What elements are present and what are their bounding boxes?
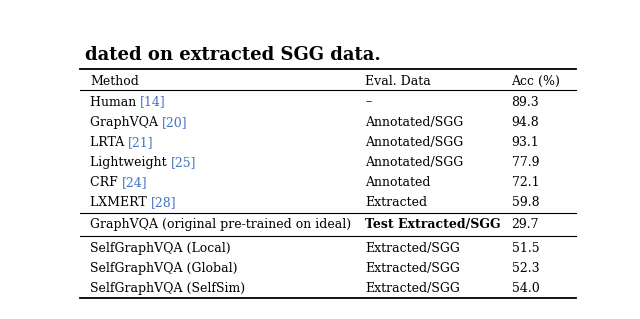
Text: Extracted/SGG: Extracted/SGG (365, 241, 460, 255)
Text: Extracted/SGG: Extracted/SGG (365, 262, 460, 275)
Text: Acc (%): Acc (%) (511, 75, 561, 88)
Text: 59.8: 59.8 (511, 196, 539, 209)
Text: 77.9: 77.9 (511, 156, 539, 169)
Text: 93.1: 93.1 (511, 136, 540, 149)
Text: [14]: [14] (140, 95, 166, 108)
Text: Annotated/SGG: Annotated/SGG (365, 136, 463, 149)
Text: Annotated/SGG: Annotated/SGG (365, 116, 463, 129)
Text: GraphVQA: GraphVQA (90, 116, 162, 129)
Text: Annotated/SGG: Annotated/SGG (365, 156, 463, 169)
Text: [28]: [28] (150, 196, 176, 209)
Text: SelfGraphVQA (Local): SelfGraphVQA (Local) (90, 241, 230, 255)
Text: SelfGraphVQA (Global): SelfGraphVQA (Global) (90, 262, 237, 275)
Text: 72.1: 72.1 (511, 176, 539, 189)
Text: Test Extracted/SGG: Test Extracted/SGG (365, 219, 501, 231)
Text: SelfGraphVQA (SelfSim): SelfGraphVQA (SelfSim) (90, 282, 245, 295)
Text: 52.3: 52.3 (511, 262, 539, 275)
Text: LRTA: LRTA (90, 136, 128, 149)
Text: Extracted/SGG: Extracted/SGG (365, 282, 460, 295)
Text: [24]: [24] (122, 176, 147, 189)
Text: 94.8: 94.8 (511, 116, 540, 129)
Text: Lightweight: Lightweight (90, 156, 170, 169)
Text: –: – (365, 95, 371, 108)
Text: GraphVQA (original pre-trained on ideal): GraphVQA (original pre-trained on ideal) (90, 219, 351, 231)
Text: Eval. Data: Eval. Data (365, 75, 431, 88)
Text: 89.3: 89.3 (511, 95, 540, 108)
Text: Annotated: Annotated (365, 176, 431, 189)
Text: Method: Method (90, 75, 139, 88)
Text: CRF: CRF (90, 176, 122, 189)
Text: 29.7: 29.7 (511, 219, 539, 231)
Text: [25]: [25] (170, 156, 196, 169)
Text: 54.0: 54.0 (511, 282, 540, 295)
Text: [20]: [20] (162, 116, 188, 129)
Text: 51.5: 51.5 (511, 241, 539, 255)
Text: Extracted: Extracted (365, 196, 428, 209)
Text: [21]: [21] (128, 136, 154, 149)
Text: LXMERT: LXMERT (90, 196, 150, 209)
Text: dated on extracted SGG data.: dated on extracted SGG data. (85, 46, 381, 64)
Text: Human: Human (90, 95, 140, 108)
